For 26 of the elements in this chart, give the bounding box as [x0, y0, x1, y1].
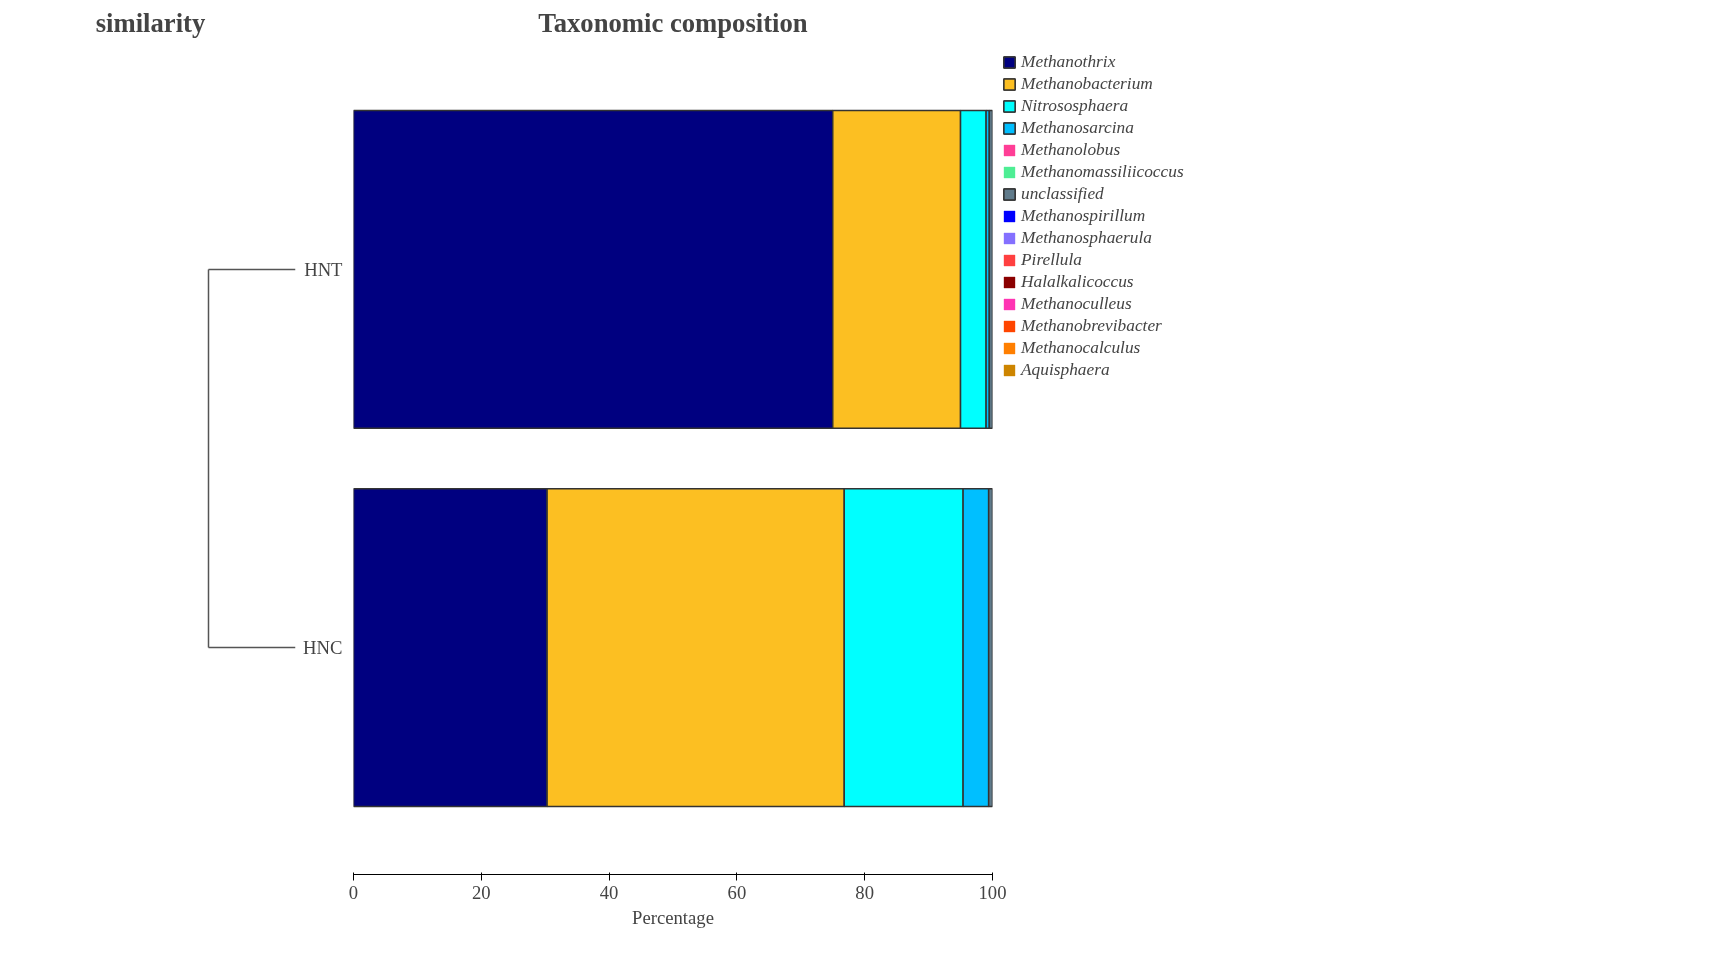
legend-label: Methanocalculus — [1021, 338, 1141, 358]
y-tick-label: HNT — [304, 258, 344, 280]
legend-label: Methanobrevibacter — [1021, 316, 1162, 336]
y-tick-label: HNC — [303, 637, 343, 659]
legend-label: Methanothrix — [1021, 52, 1116, 72]
legend-label: Halalkalicoccus — [1021, 272, 1134, 292]
legend-label: Methanosphaerula — [1021, 228, 1152, 248]
legend-label: Methanosarcina — [1021, 118, 1134, 138]
x-axis-title: Percentage — [632, 906, 714, 928]
legend-label: Methanospirillum — [1021, 206, 1146, 226]
x-tick-label: 20 — [471, 881, 491, 903]
x-tick-label: 80 — [855, 881, 875, 903]
legend-label: Methanobacterium — [1021, 74, 1153, 94]
x-tick-label: 60 — [727, 881, 747, 903]
legend-label: Methanolobus — [1021, 140, 1121, 160]
chart-title: Taxonomic composition — [538, 7, 808, 38]
x-tick-label: 40 — [599, 881, 619, 903]
x-tick-label: 100 — [978, 881, 1007, 903]
legend-label: Pirellula — [1021, 250, 1082, 270]
legend-label: Aquisphaera — [1021, 360, 1110, 380]
legend-label: Methanomassiliicoccus — [1021, 162, 1184, 182]
legend-label: Methanoculleus — [1021, 294, 1132, 314]
text: similarity — [95, 7, 206, 38]
x-tick-label: 0 — [348, 881, 359, 903]
legend-label: Nitrososphaera — [1021, 96, 1129, 116]
legend-label: unclassified — [1021, 184, 1104, 204]
